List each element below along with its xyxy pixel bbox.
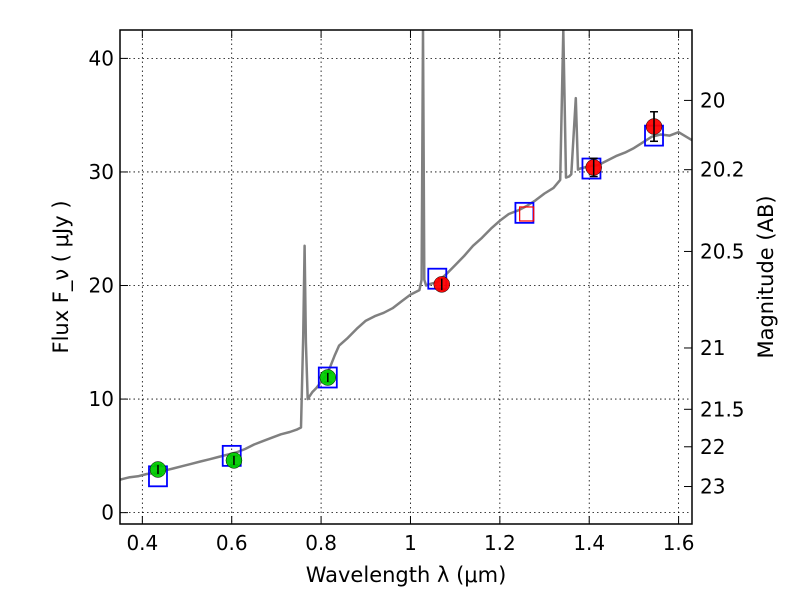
x-tick-label: 1.4: [573, 531, 605, 555]
y-tick-label: 30: [89, 160, 114, 184]
x-tick-label: 0.6: [216, 531, 248, 555]
y2-tick-label: 20.2: [700, 158, 745, 182]
data-area: [120, 30, 692, 488]
y2-axis-title: Magnitude (AB): [754, 195, 778, 358]
model-photometry-square: [317, 366, 338, 389]
y-axis-title: Flux F_ν ( μJy ): [49, 200, 74, 353]
y-tick-label: 10: [89, 387, 114, 411]
y2-tick-label: 21: [700, 336, 725, 360]
y-tick-label: 40: [89, 46, 114, 70]
axis-ticks: 0.4 0.6 0.8 1 1.2 1.4 1.6 0 10 20 30 40 20 20.2 20.5 21…: [89, 30, 745, 555]
y2-tick-label: 20: [700, 88, 725, 112]
y2-tick-label: 22: [700, 435, 725, 459]
x-tick-label: 0.4: [126, 531, 158, 555]
x-tick-label: 1.2: [484, 531, 516, 555]
plot-background: [120, 30, 692, 524]
x-tick-label: 1: [404, 531, 417, 555]
y2-tick-label: 20.5: [700, 239, 745, 263]
y2-tick-label: 23: [700, 475, 725, 499]
plot-frame: [119, 29, 693, 525]
x-axis-title: Wavelength λ (μm): [306, 563, 507, 587]
x-tick-label: 1.6: [663, 531, 695, 555]
upper-limit-square: [519, 206, 535, 222]
y2-tick-label: 21.5: [700, 397, 745, 421]
x-tick-label: 0.8: [305, 531, 337, 555]
y-tick-label: 20: [89, 274, 114, 298]
y-tick-label: 0: [101, 501, 114, 525]
grid: [120, 30, 692, 524]
